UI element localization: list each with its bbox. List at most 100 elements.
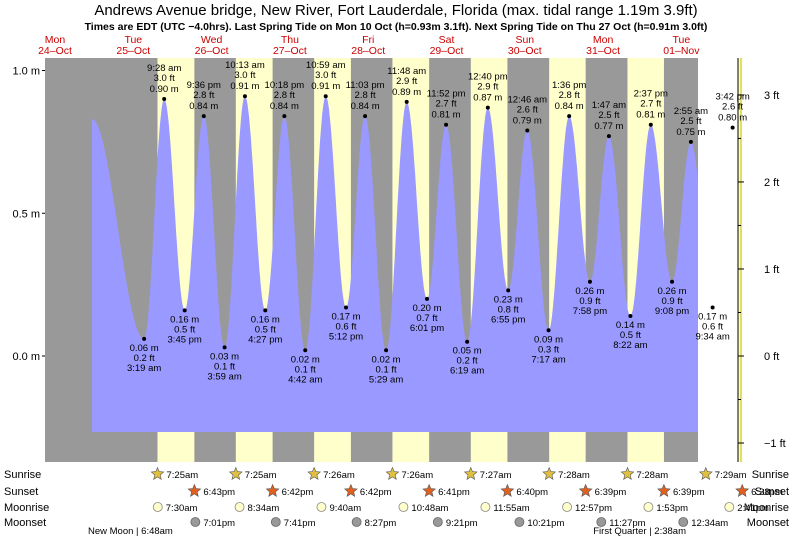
sunset-time: 6:41pm <box>438 487 470 498</box>
chart-subtitle: Times are EDT (UTC −4.0hrs). Last Spring… <box>85 21 708 33</box>
low-tide-m: 0.05 m <box>453 346 482 357</box>
low-tide-ft: 0.9 ft <box>661 296 682 307</box>
sunrise-time: 7:26am <box>401 470 433 481</box>
low-tide-ft: 0.5 ft <box>620 330 641 341</box>
low-tide-m: 0.26 m <box>575 286 604 297</box>
high-tide-point <box>323 94 328 99</box>
low-tide-time: 5:29 am <box>369 374 403 385</box>
low-tide-m: 0.17 m <box>331 311 360 322</box>
moonrise-icon <box>724 502 735 512</box>
right-axis-margin <box>698 58 738 462</box>
day-date-label: 30–Oct <box>508 45 542 57</box>
low-tide-m: 0.23 m <box>494 294 523 305</box>
high-tide-point <box>730 125 735 130</box>
low-tide-point <box>222 345 227 350</box>
y-tick-label-ft: −1 ft <box>764 438 786 450</box>
high-tide-time: 10:18 pm <box>265 80 305 91</box>
high-tide-m: 0.91 m <box>311 81 340 92</box>
y-tick-label-ft: 2 ft <box>764 177 779 189</box>
row-label-right: Moonset <box>747 517 789 529</box>
high-tide-point <box>162 97 167 102</box>
moonrise-time: 12:57pm <box>575 503 612 514</box>
low-tide-m: 0.17 m <box>698 311 727 322</box>
moonrise-time: 8:34am <box>248 503 280 514</box>
low-tide-time: 6:55 pm <box>491 314 525 325</box>
low-tide-time: 3:59 am <box>207 371 241 382</box>
y-tick-label-ft: 0 ft <box>764 351 779 363</box>
sunset-time: 6:38pm <box>751 487 783 498</box>
low-tide-m: 0.20 m <box>412 303 441 314</box>
low-tide-point <box>384 348 389 353</box>
row-label-left: Moonset <box>4 517 46 529</box>
low-tide-time: 4:42 am <box>288 374 322 385</box>
high-tide-time: 3:42 pm <box>715 92 749 103</box>
low-tide-time: 6:19 am <box>450 366 484 377</box>
sunrise-time: 7:26am <box>323 470 355 481</box>
high-tide-time: 11:03 pm <box>346 80 385 91</box>
high-tide-ft: 2.8 ft <box>559 90 580 101</box>
moonset-icon <box>190 517 201 527</box>
moonrise-icon <box>316 502 327 512</box>
high-tide-m: 0.84 m <box>270 101 299 112</box>
high-tide-time: 11:52 pm <box>427 89 466 100</box>
high-tide-m: 0.79 m <box>513 115 542 126</box>
high-tide-m: 0.84 m <box>555 101 584 112</box>
low-tide-ft: 0.1 ft <box>295 364 316 375</box>
low-tide-time: 3:19 am <box>127 363 161 374</box>
sunrise-icon <box>150 466 165 480</box>
moonrise-time: 10:48am <box>411 503 448 514</box>
moonset-icon <box>351 517 362 527</box>
day-date-label: 27–Oct <box>273 45 307 57</box>
high-tide-ft: 3.0 ft <box>315 70 336 81</box>
y-tick-label-m: 1.0 m <box>12 66 40 78</box>
day-name-label: Thu <box>281 34 299 46</box>
high-tide-time: 2:55 am <box>674 106 708 117</box>
high-tide-point <box>567 114 572 119</box>
row-label-right: Sunset <box>755 486 789 498</box>
chart-title: Andrews Avenue bridge, New River, Fort L… <box>94 2 697 19</box>
low-tide-point <box>670 279 675 284</box>
row-label-left: Sunset <box>4 486 38 498</box>
sunrise-time: 7:25am <box>167 470 199 481</box>
sunset-time: 6:43pm <box>203 487 235 498</box>
high-tide-m: 0.75 m <box>676 127 705 138</box>
low-tide-point <box>182 308 187 313</box>
high-tide-point <box>201 114 206 119</box>
low-tide-ft: 0.6 ft <box>702 321 723 332</box>
sunset-icon <box>343 483 358 497</box>
high-tide-point <box>688 139 693 144</box>
y-tick-label-ft: 3 ft <box>764 90 779 102</box>
moonrise-icon <box>398 502 409 512</box>
high-tide-ft: 2.9 ft <box>396 76 417 87</box>
day-name-label: Tue <box>124 34 142 46</box>
sunset-icon <box>578 483 593 497</box>
moon-phase-label: First Quarter | 2:38am <box>593 526 686 537</box>
high-tide-ft: 2.8 ft <box>355 90 376 101</box>
moonset-icon <box>678 517 689 527</box>
moonrise-time: 9:40am <box>329 503 361 514</box>
moonrise-time: 7:30am <box>166 503 198 514</box>
moonrise-icon <box>643 502 654 512</box>
low-tide-m: 0.16 m <box>170 314 199 325</box>
low-tide-ft: 0.8 ft <box>498 304 519 315</box>
day-date-label: 31–Oct <box>586 45 620 57</box>
day-date-label: 25–Oct <box>116 45 150 57</box>
high-tide-time: 1:47 am <box>592 100 626 111</box>
high-tide-m: 0.81 m <box>432 110 461 121</box>
day-date-label: 24–Oct <box>38 45 72 57</box>
day-name-label: Tue <box>673 34 691 46</box>
low-tide-time: 7:17 am <box>531 354 565 365</box>
sunset-icon <box>422 483 437 497</box>
sunset-icon <box>657 483 671 497</box>
low-tide-time: 5:12 pm <box>329 331 363 342</box>
high-tide-ft: 2.5 ft <box>680 116 701 127</box>
sunrise-time: 7:28am <box>558 470 590 481</box>
high-tide-point <box>525 128 530 133</box>
high-tide-point <box>363 114 368 119</box>
sunrise-time: 7:28am <box>636 470 668 481</box>
low-tide-point <box>587 279 592 284</box>
high-tide-m: 0.91 m <box>230 81 259 92</box>
low-tide-time: 9:34 am <box>695 331 729 342</box>
moonrise-icon <box>234 502 245 512</box>
day-name-label: Sat <box>439 34 455 46</box>
